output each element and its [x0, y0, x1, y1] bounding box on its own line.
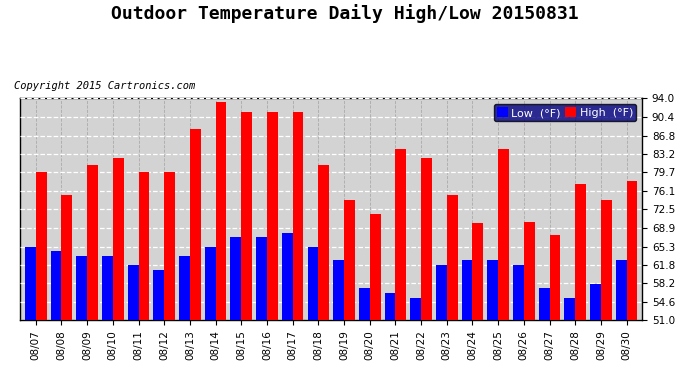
Bar: [575, 183, 586, 320]
Bar: [395, 149, 406, 320]
Text: Copyright 2015 Cartronics.com: Copyright 2015 Cartronics.com: [14, 81, 195, 91]
Bar: [241, 112, 252, 320]
Bar: [113, 158, 124, 320]
Bar: [601, 200, 612, 320]
Bar: [487, 261, 498, 320]
Bar: [215, 102, 226, 320]
Bar: [293, 112, 304, 320]
Bar: [25, 246, 36, 320]
Bar: [318, 165, 329, 320]
Bar: [549, 235, 560, 320]
Bar: [370, 214, 380, 320]
Bar: [190, 129, 201, 320]
Bar: [164, 172, 175, 320]
Bar: [128, 265, 139, 320]
Bar: [256, 237, 267, 320]
Bar: [473, 223, 483, 320]
Bar: [539, 288, 549, 320]
Bar: [333, 261, 344, 320]
Bar: [564, 298, 575, 320]
Bar: [384, 293, 395, 320]
Bar: [344, 200, 355, 320]
Bar: [230, 237, 241, 320]
Bar: [359, 288, 370, 320]
Bar: [205, 246, 215, 320]
Text: Outdoor Temperature Daily High/Low 20150831: Outdoor Temperature Daily High/Low 20150…: [111, 4, 579, 23]
Bar: [153, 270, 164, 320]
Bar: [513, 265, 524, 320]
Bar: [139, 172, 149, 320]
Bar: [462, 261, 473, 320]
Bar: [36, 172, 46, 320]
Bar: [87, 165, 98, 320]
Bar: [308, 246, 318, 320]
Bar: [267, 112, 278, 320]
Legend: Low  (°F), High  (°F): Low (°F), High (°F): [493, 104, 636, 122]
Bar: [590, 284, 601, 320]
Bar: [436, 265, 447, 320]
Bar: [627, 181, 638, 320]
Bar: [282, 232, 293, 320]
Bar: [102, 256, 113, 320]
Bar: [615, 261, 627, 320]
Bar: [77, 256, 87, 320]
Bar: [179, 256, 190, 320]
Bar: [411, 298, 421, 320]
Bar: [498, 149, 509, 320]
Bar: [50, 251, 61, 320]
Bar: [421, 158, 432, 320]
Bar: [61, 195, 72, 320]
Bar: [524, 222, 535, 320]
Bar: [447, 195, 457, 320]
